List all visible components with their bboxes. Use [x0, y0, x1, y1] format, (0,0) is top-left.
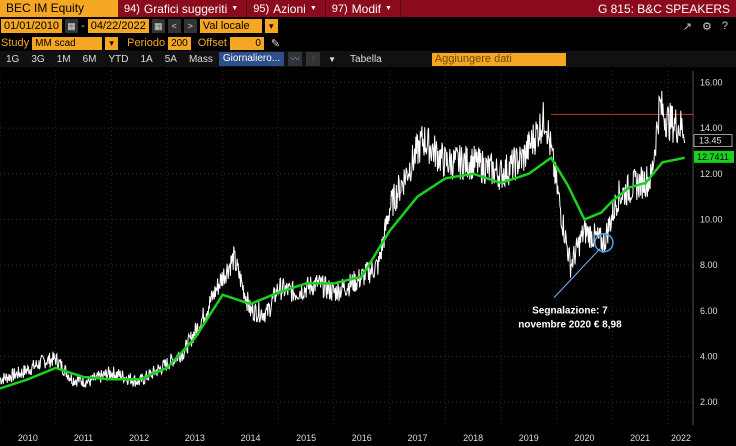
ticker-field[interactable]: BEC IM Equity — [0, 0, 118, 17]
add-data-input[interactable]: Aggiungere dati — [431, 52, 566, 66]
help-icon[interactable]: ? — [721, 19, 728, 32]
menu-label: Modif — [351, 1, 381, 16]
range-6m[interactable]: 6M — [82, 53, 97, 65]
line-chart-icon[interactable]: 〰 — [288, 52, 303, 66]
study-select[interactable]: MM scad — [32, 36, 103, 50]
menu-actions[interactable]: 95) Azioni ▼ — [247, 0, 326, 17]
study-label: Study — [1, 37, 30, 49]
x-tick-label: 2015 — [296, 433, 316, 443]
y-tick-label: 4.00 — [700, 351, 718, 361]
y-tick-label: 12.00 — [700, 169, 723, 179]
range-5a[interactable]: 5A — [164, 53, 177, 65]
x-tick-label: 2020 — [574, 433, 594, 443]
x-tick-label: 2016 — [352, 433, 372, 443]
start-date-field[interactable]: 01/01/2010 — [1, 19, 63, 33]
signal-marker-icon — [594, 232, 614, 253]
settings-icon[interactable]: ⚙ — [702, 20, 712, 33]
range-1g[interactable]: 1G — [6, 53, 20, 65]
interval-select[interactable]: Giornaliero... — [218, 52, 285, 66]
x-tick-label: 2013 — [185, 433, 205, 443]
period-input[interactable]: 200 — [168, 36, 191, 50]
y-axis: 2.00 4.00 6.00 8.00 10.00 12.00 14.00 16.00 — [700, 77, 723, 407]
chevron-down-icon[interactable]: ▾ — [105, 36, 119, 50]
y-tick-label: 10.00 — [700, 214, 723, 224]
x-tick-label: 2022 — [671, 433, 691, 443]
calendar-icon[interactable]: ▦ — [151, 19, 165, 33]
menu-number: 97) — [331, 2, 348, 15]
y-tick-label: 6.00 — [700, 306, 718, 316]
x-tick-label: 2017 — [407, 433, 427, 443]
window-controls: ↗ ⚙ ? — [683, 20, 736, 33]
export-icon[interactable]: ↗ — [682, 20, 692, 33]
menu-bar: 94) Grafici suggeriti ▼ 95) Azioni ▼ 97)… — [118, 0, 401, 17]
menu-number: 94) — [124, 2, 140, 15]
ma-value-tag — [694, 150, 734, 163]
range-1m[interactable]: 1M — [56, 53, 71, 65]
x-tick-label: 2014 — [240, 433, 260, 443]
pencil-icon[interactable]: ✎ — [270, 37, 281, 50]
range-max[interactable]: Mass — [188, 53, 213, 65]
x-tick-label: 2018 — [463, 433, 483, 443]
range-1a[interactable]: 1A — [140, 53, 153, 65]
menu-edit[interactable]: 97) Modif ▼ — [326, 0, 401, 17]
price-series-line — [0, 90, 686, 388]
menu-number: 95) — [253, 2, 270, 15]
y-tick-label: 16.00 — [700, 77, 723, 87]
last-price-tag — [693, 134, 733, 147]
period-label: Periodo — [127, 37, 166, 49]
chart-grid — [0, 71, 694, 425]
price-tags: 13.45 12.7411 — [693, 134, 734, 163]
menu-suggested-charts[interactable]: 94) Grafici suggeriti ▼ — [118, 0, 248, 17]
x-tick-label: 2019 — [519, 433, 539, 443]
x-tick-label: 2012 — [129, 433, 149, 443]
dropdown-arrow-icon: ▼ — [309, 5, 317, 12]
chevron-down-icon[interactable]: ▼ — [328, 54, 337, 64]
calendar-icon[interactable]: ▦ — [65, 19, 79, 33]
range-ytd[interactable]: YTD — [108, 53, 129, 65]
x-tick-label: 2010 — [18, 433, 38, 443]
moving-average-line — [0, 156, 685, 390]
x-axis: 2010 2011 2012 2013 2014 2015 2016 2017 2018 2019… — [18, 433, 691, 443]
range-3g[interactable]: 3G — [31, 53, 45, 65]
last-price-label: 13.45 — [699, 136, 722, 146]
signal-annotation-line1: Segnalazione: 7 — [532, 306, 608, 317]
dropdown-arrow-icon: ▼ — [231, 5, 239, 12]
x-tick-label: 2011 — [74, 433, 93, 443]
end-date-field[interactable]: 04/22/2022 — [87, 19, 149, 33]
menu-label: Azioni — [273, 1, 306, 16]
y-tick-label: 2.00 — [700, 397, 718, 407]
menu-label: Grafici suggeriti — [143, 1, 228, 16]
date-separator: - — [81, 20, 85, 32]
price-chart[interactable]: Segnalazione: 7 novembre 2020 € 8,98 2.0… — [0, 67, 736, 446]
study-row: Study MM scad ▾ Periodo 200 Offset 0 ✎ — [0, 35, 736, 51]
y-tick-label: 8.00 — [700, 260, 718, 270]
dropdown-arrow-icon: ▼ — [385, 5, 392, 12]
y-tick-label: 14.00 — [700, 123, 723, 133]
range-toolbar: 1G 3G 1M 6M YTD 1A 5A Mass Giornaliero..… — [0, 51, 736, 67]
bar-chart-icon[interactable]: ⫶ — [306, 52, 321, 66]
table-button[interactable]: Tabella — [350, 53, 382, 65]
offset-label: Offset — [197, 37, 227, 49]
chevron-down-icon[interactable]: ▾ — [264, 19, 278, 33]
x-tick-label: 2021 — [630, 433, 650, 443]
next-arrow-icon[interactable]: > — [183, 19, 197, 33]
date-row: 01/01/2010 ▦ - 04/22/2022 ▦ < > Val loca… — [0, 17, 736, 35]
ma-value-label: 12.7411 — [697, 152, 729, 162]
signal-arrow — [553, 248, 601, 299]
currency-select[interactable]: Val locale — [199, 19, 262, 33]
prev-arrow-icon[interactable]: < — [167, 19, 181, 33]
offset-input[interactable]: 0 — [229, 36, 264, 50]
chart-id-title: G 815: B&C SPEAKERS — [597, 1, 730, 16]
signal-annotation-line2: novembre 2020 € 8,98 — [518, 320, 622, 331]
title-bar: BEC IM Equity 94) Grafici suggeriti ▼ 95… — [0, 0, 736, 17]
